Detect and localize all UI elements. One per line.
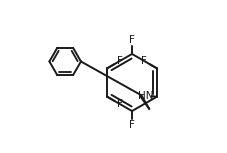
Text: F: F (141, 56, 147, 66)
Text: F: F (116, 56, 122, 66)
Text: F: F (128, 35, 134, 45)
Text: HN: HN (138, 91, 153, 101)
Text: F: F (116, 99, 122, 109)
Text: F: F (128, 120, 134, 130)
